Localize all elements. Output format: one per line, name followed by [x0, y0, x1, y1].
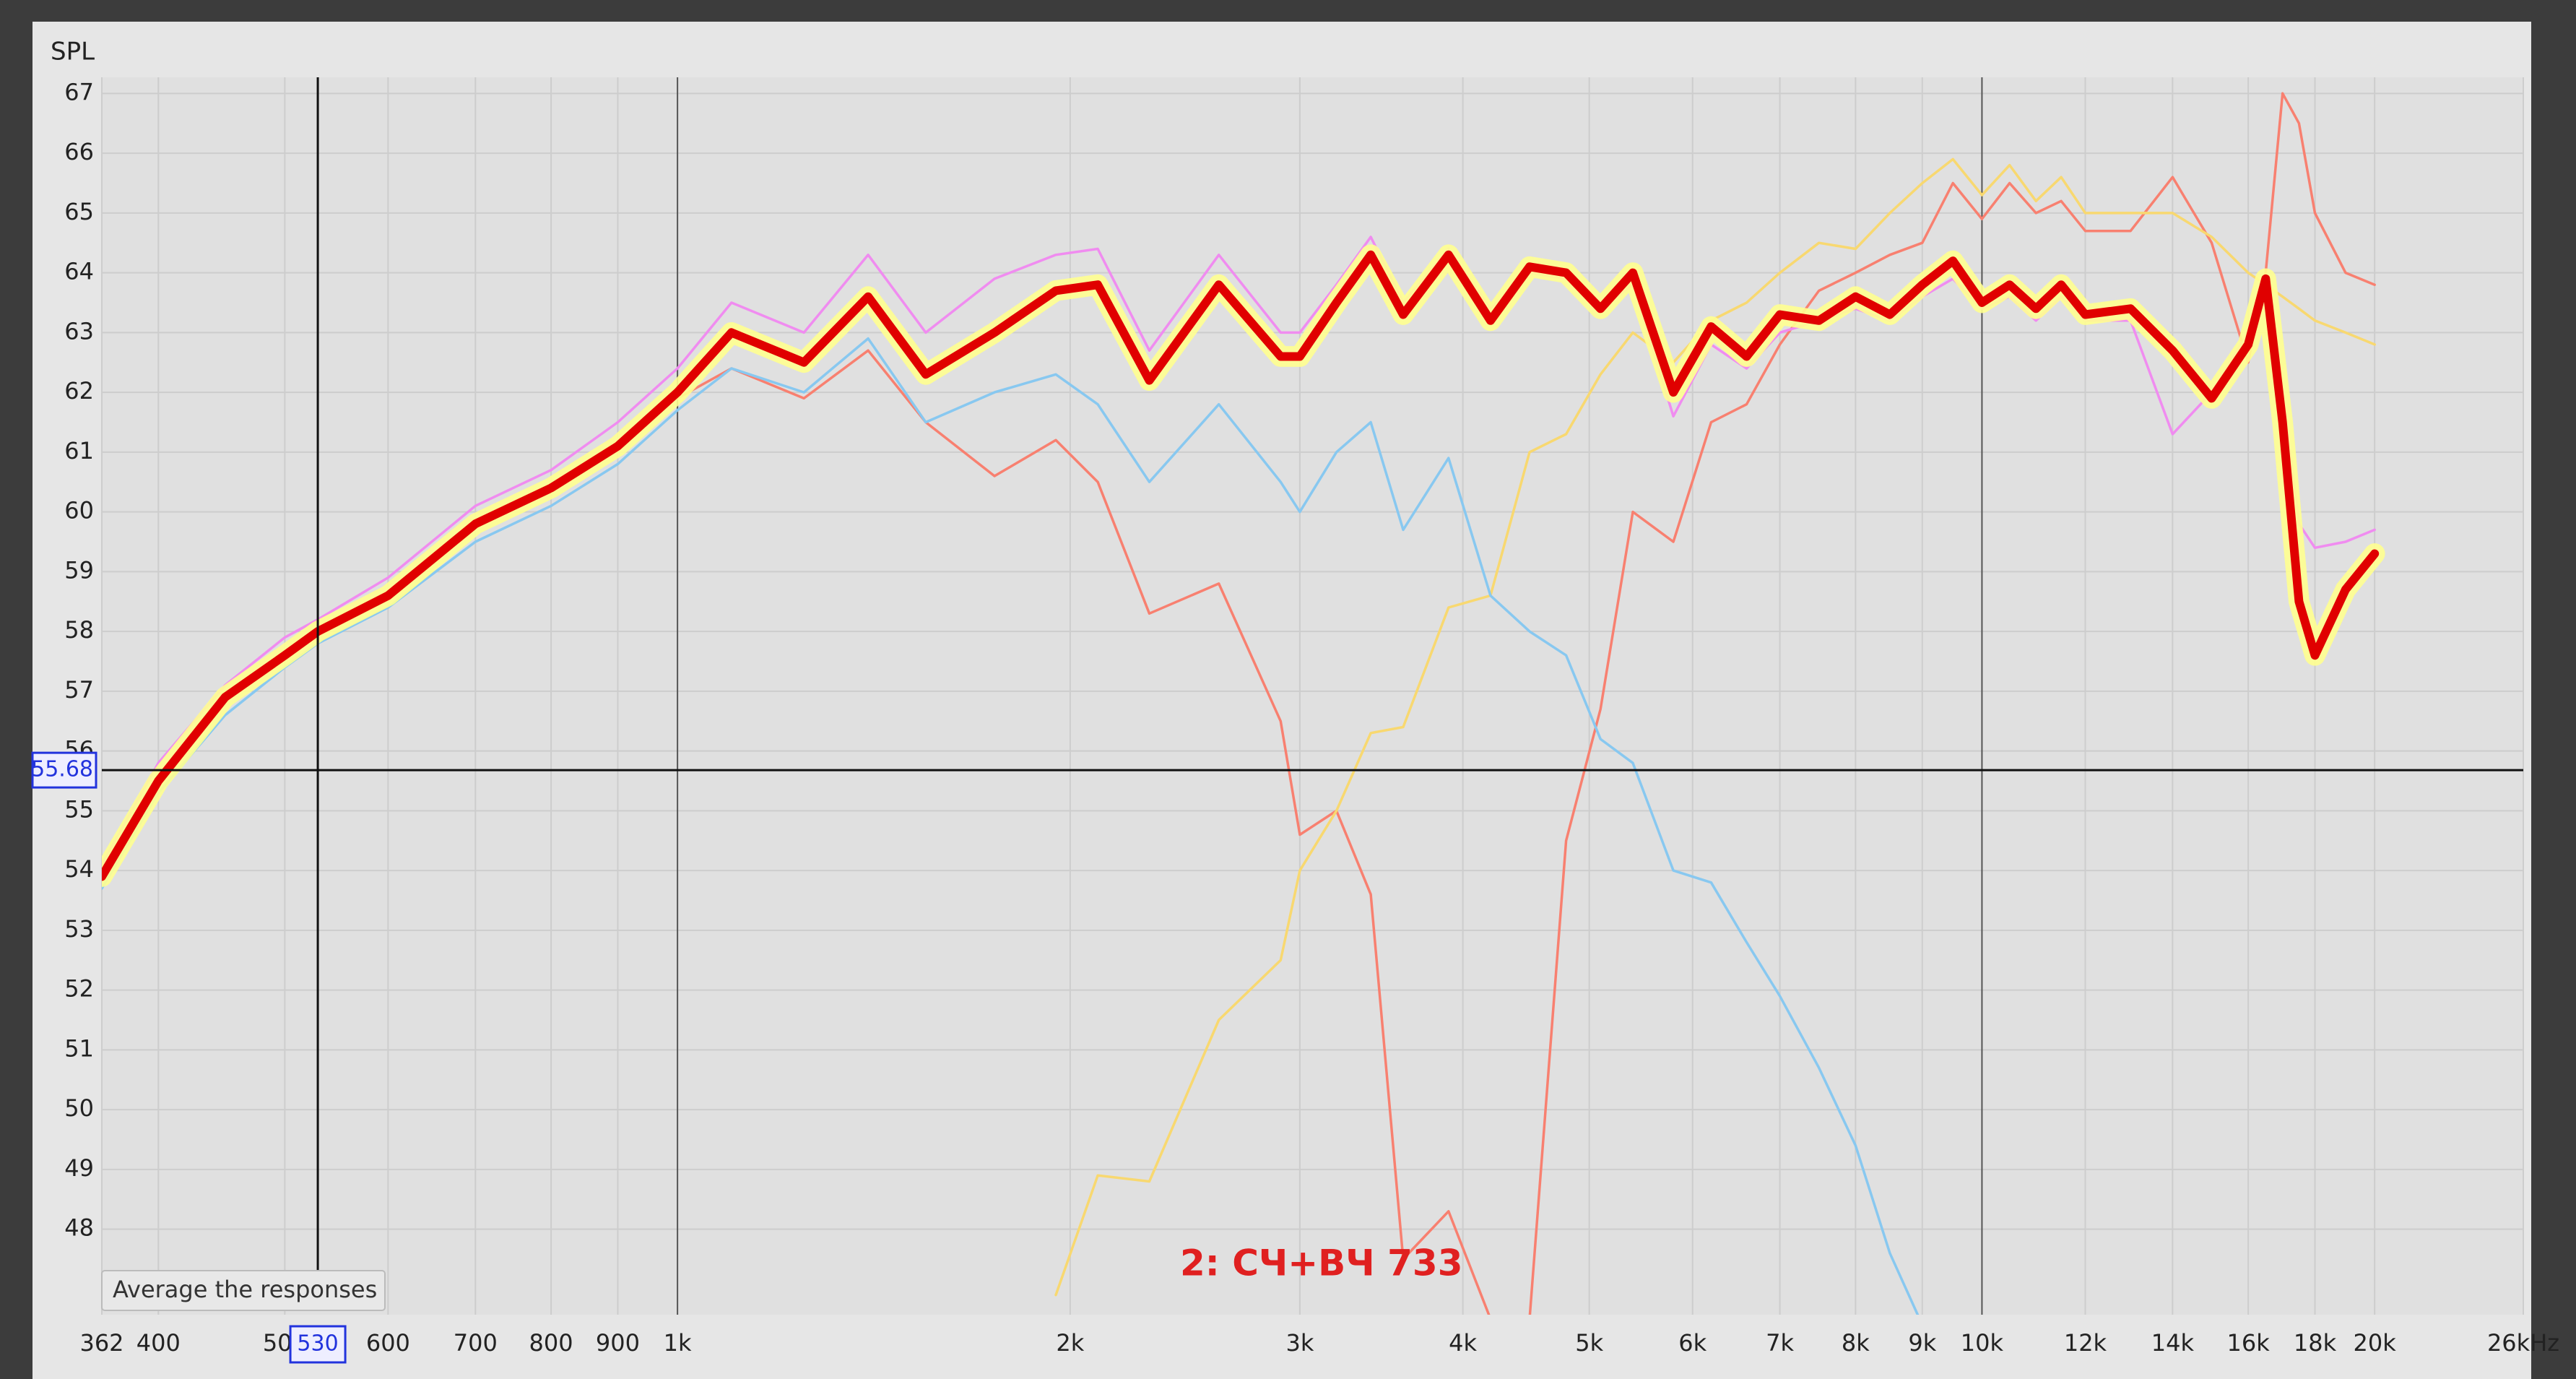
- y-tick-label: 52: [64, 975, 94, 1003]
- x-tick-label: 400: [136, 1329, 181, 1357]
- x-tick-label: 4k: [1449, 1329, 1477, 1357]
- cursor-y-label: 55.68: [31, 757, 93, 782]
- x-tick-label: 3k: [1285, 1329, 1314, 1357]
- legend-annotation: 2: СЧ+ВЧ 733: [1180, 1242, 1462, 1284]
- x-tick-label: 12k: [2064, 1329, 2107, 1357]
- y-tick-label: 54: [64, 855, 94, 883]
- y-tick-label: 57: [64, 676, 94, 704]
- x-tick-label: 900: [596, 1329, 640, 1357]
- y-tick-label: 66: [64, 138, 94, 165]
- x-tick-label: 9k: [1908, 1329, 1936, 1357]
- x-tick-label: 16k: [2227, 1329, 2271, 1357]
- y-tick-label: 64: [64, 258, 94, 285]
- cursor-x-label: 530: [297, 1331, 338, 1357]
- x-tick-label: 6k: [1678, 1329, 1707, 1357]
- average-button-label[interactable]: Average the responses: [113, 1276, 377, 1303]
- y-tick-label: 59: [64, 556, 94, 584]
- x-tick-label: 20k: [2354, 1329, 2397, 1357]
- y-tick-label: 63: [64, 317, 94, 345]
- y-tick-label: 67: [64, 78, 94, 105]
- x-tick-label: 1k: [664, 1329, 692, 1357]
- y-tick-label: 65: [64, 198, 94, 225]
- cursor-y-box: [31, 751, 97, 789]
- x-tick-label: 18k: [2294, 1329, 2337, 1357]
- x-tick-label: 7k: [1766, 1329, 1794, 1357]
- plot-area: [102, 77, 2523, 1315]
- x-tick-label: 26kHz: [2487, 1329, 2559, 1357]
- y-tick-label: 49: [64, 1154, 94, 1182]
- y-tick-label: 51: [64, 1034, 94, 1062]
- y-tick-label: 50: [64, 1094, 94, 1122]
- cursor-x-box: [289, 1325, 347, 1364]
- y-tick-label: 53: [64, 915, 94, 943]
- y-tick-label: 62: [64, 377, 94, 405]
- x-tick-label: 2k: [1056, 1329, 1084, 1357]
- x-tick-label: 700: [454, 1329, 498, 1357]
- y-tick-label: 58: [64, 616, 94, 644]
- x-tick-label: 600: [366, 1329, 410, 1357]
- y-tick-label: 60: [64, 497, 94, 524]
- axis-title: SPL: [51, 38, 95, 66]
- x-tick-label: 362: [79, 1329, 123, 1357]
- response-line: [1054, 157, 2376, 1297]
- x-tick-label: 10k: [1961, 1329, 2004, 1357]
- response-line: [102, 250, 2380, 881]
- y-tick-label: 55: [64, 795, 94, 823]
- x-tick-label: 14k: [2151, 1329, 2195, 1357]
- x-tick-label: 8k: [1842, 1329, 1870, 1357]
- y-tick-label: 61: [64, 437, 94, 464]
- x-tick-label: 5k: [1575, 1329, 1603, 1357]
- response-line: [676, 349, 1491, 1315]
- response-line: [1528, 92, 2376, 1315]
- y-tick-label: 48: [64, 1214, 94, 1242]
- response-line: [102, 337, 1920, 1315]
- average-button[interactable]: [101, 1270, 386, 1311]
- x-tick-label: 800: [529, 1329, 573, 1357]
